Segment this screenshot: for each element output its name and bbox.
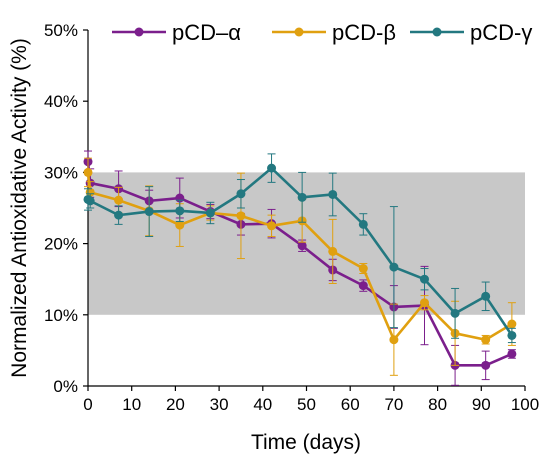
data-point [144,207,154,217]
tick-marks-and-labels: 0% 10% 20% 30% 40% 50% 0 10 20 30 40 50 60 70 80 90 100 [44,21,539,414]
series-line [86,161,513,367]
x-tick-label: 30 [210,395,229,414]
legend-entry-2: pCD-β [272,20,396,45]
legend-label: pCD-β [332,20,396,45]
data-point [481,360,491,370]
series-3 [83,153,517,344]
x-axis-label: Time (days) [251,431,361,454]
y-tick-label: 20% [44,235,78,254]
data-point [83,167,93,177]
x-tick-label: 60 [341,395,360,414]
legend-label: pCD-γ [470,20,532,45]
data-point [114,210,124,220]
legend-marker [432,27,442,37]
data-point [358,264,368,274]
legend: pCD–α pCD-β pCD-γ [112,20,532,45]
data-point [507,330,517,340]
x-tick-label: 10 [122,395,141,414]
y-tick-label: 30% [44,163,78,182]
shaded-band [88,172,525,315]
data-point [358,219,368,229]
data-point [389,335,399,345]
series-line [87,166,513,337]
data-point [297,241,307,251]
series-2 [83,157,517,376]
y-tick-label: 10% [44,306,78,325]
series-line [86,172,513,342]
x-tick-label: 90 [472,395,491,414]
data-point [389,262,399,272]
x-tick-label: 20 [166,395,185,414]
legend-marker [294,27,304,37]
x-tick-label: 40 [253,395,272,414]
y-tick-label: 50% [44,21,78,40]
data-point [236,189,246,199]
legend-label: pCD–α [172,20,241,45]
data-point [419,298,429,308]
legend-entry-1: pCD–α [112,20,241,45]
legend-entry-3: pCD-γ [410,20,532,45]
legend-marker [134,27,144,37]
shaded-band-layer [88,172,525,315]
data-point [481,335,491,345]
x-tick-label: 0 [83,395,92,414]
data-point [328,246,338,256]
data-point [175,220,185,230]
data-point [507,349,517,359]
y-axis-label: Normalized Antioxidative Activity (%) [8,38,31,378]
x-tick-label: 50 [297,395,316,414]
data-point [114,195,124,205]
data-point [175,206,185,216]
data-point [358,281,368,291]
x-tick-label: 80 [428,395,447,414]
data-point [267,221,277,231]
data-point [267,163,277,173]
data-point [236,211,246,221]
x-tick-label: 70 [384,395,403,414]
data-point [481,291,491,301]
data-point [507,319,517,329]
x-tick-label: 100 [511,395,539,414]
data-point [297,192,307,202]
data-point [85,196,95,206]
y-tick-label: 40% [44,92,78,111]
data-point [205,208,215,218]
data-point [419,274,429,284]
series-layer [83,150,517,386]
data-point [328,189,338,199]
data-point [450,308,460,318]
y-tick-label: 0% [53,377,78,396]
